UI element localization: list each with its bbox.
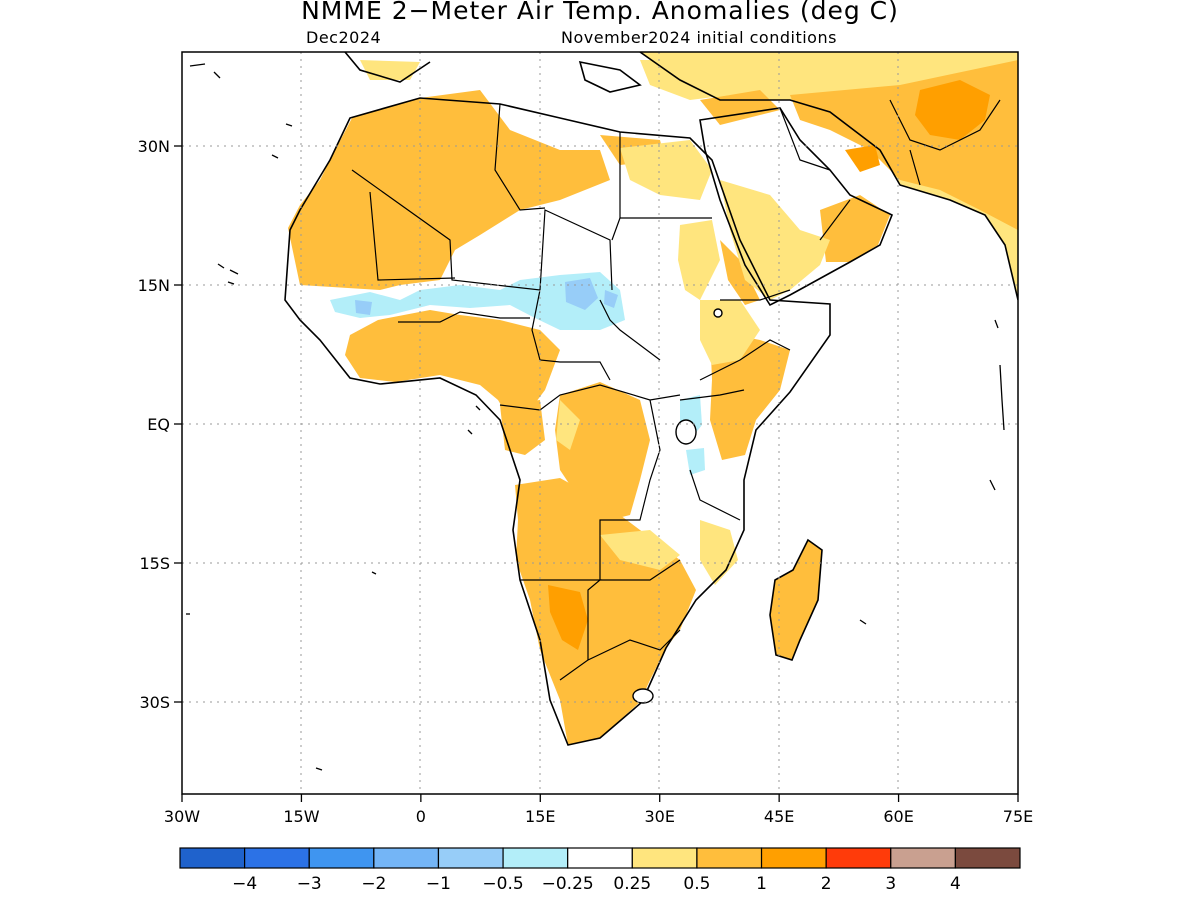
lon-tick-label: 15W xyxy=(283,807,319,826)
forecast-month: Dec2024 xyxy=(306,28,382,47)
legend-label: −0.5 xyxy=(482,874,523,894)
lat-tick-label: 15S xyxy=(139,554,170,573)
legend-label: −2 xyxy=(361,874,386,894)
legend-swatch xyxy=(890,847,956,869)
lakes xyxy=(632,308,723,704)
islands xyxy=(186,63,1005,771)
lat-tick-label: 30N xyxy=(138,137,170,156)
lon-tick-label: 60E xyxy=(883,807,913,826)
legend-label: −1 xyxy=(426,874,451,894)
map-frame xyxy=(181,51,1019,795)
legend-swatch xyxy=(373,847,440,869)
legend-label: 0.5 xyxy=(683,874,710,894)
legend-label: −4 xyxy=(232,874,257,894)
legend-swatch xyxy=(308,847,375,869)
legend-swatch xyxy=(631,847,698,869)
initial-conditions: November2024 initial conditions xyxy=(561,28,837,47)
lon-tick-label: 15E xyxy=(525,807,555,826)
legend-label: −0.25 xyxy=(542,874,594,894)
moderate-cool-anomaly xyxy=(355,278,618,315)
lat-tick-label: 30S xyxy=(139,693,170,712)
legend-swatch xyxy=(760,847,827,869)
madagascar-land xyxy=(770,540,822,660)
lat-tick-label: 15N xyxy=(138,276,170,295)
legend-swatch xyxy=(437,847,504,869)
color-legend: −4 −3 −2 −1 −0.5 −0.25 0.25 0.5 1 2 3 4 xyxy=(179,847,1021,894)
legend-label: 3 xyxy=(885,874,896,894)
lat-tick-label: EQ xyxy=(147,415,170,434)
axes: 30W 15W 0 15E 30E 45E 60E 75E 30N 15N EQ 15S 30S xyxy=(138,137,1034,826)
map-field xyxy=(186,52,1018,771)
legend-swatch xyxy=(179,847,246,869)
legend-swatch xyxy=(244,847,310,869)
lon-tick-label: 30E xyxy=(644,807,674,826)
legend-swatch xyxy=(954,847,1021,869)
lon-tick-label: 30W xyxy=(164,807,200,826)
legend-label: −3 xyxy=(297,874,322,894)
legend-label: 0.25 xyxy=(613,874,651,894)
coastlines xyxy=(284,52,1018,746)
map-title: NMME 2−Meter Air Temp. Anomalies (deg C) xyxy=(301,0,899,25)
lon-tick-label: 45E xyxy=(764,807,794,826)
legend-swatch xyxy=(825,847,892,869)
legend-swatch xyxy=(502,847,569,869)
warm-anomaly-areas xyxy=(288,60,1018,745)
lon-tick-label: 75E xyxy=(1003,807,1033,826)
legend-label: 4 xyxy=(950,874,961,894)
legend-label: 1 xyxy=(756,874,767,894)
graticule xyxy=(182,52,1018,794)
lon-tick-label: 0 xyxy=(416,807,426,826)
legend-label: 2 xyxy=(821,874,832,894)
strong-warm-anomaly xyxy=(548,80,990,650)
legend-swatch xyxy=(696,847,763,869)
legend-swatch xyxy=(567,847,633,869)
